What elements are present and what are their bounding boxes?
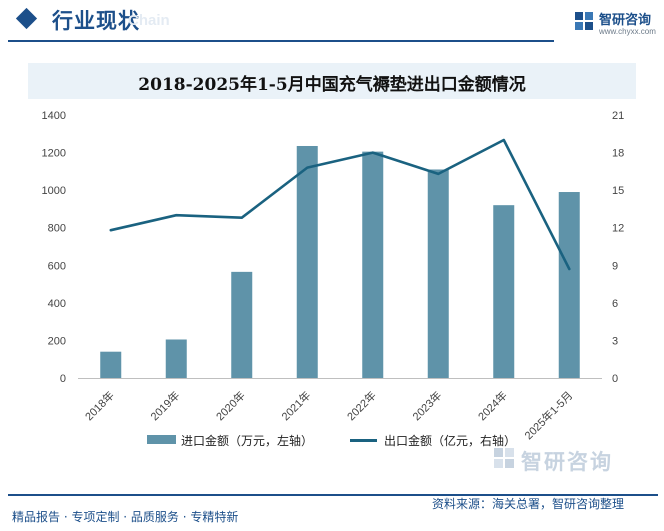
page-header: 行业现状 Chain 智研咨询 www.chyxx.com (0, 0, 664, 44)
import-bar (427, 169, 449, 378)
watermark-logo-icon (494, 448, 514, 468)
legend-label-export: 出口金额（亿元，右轴） (384, 434, 517, 448)
left-axis-tick-label: 1000 (42, 185, 66, 197)
brand-logo-icon (575, 12, 593, 30)
watermark-text: 智研咨询 (521, 450, 613, 474)
right-axis-tick-label: 0 (612, 373, 618, 385)
legend-swatch-line (350, 439, 377, 442)
left-axis-tick-label: 0 (60, 373, 66, 385)
x-axis-tick-label: 2020年 (213, 388, 248, 423)
right-axis-tick-label: 9 (612, 260, 618, 272)
right-axis-tick-label: 3 (612, 335, 618, 347)
right-axis-tick-label: 18 (612, 148, 624, 160)
x-axis-tick-label: 2022年 (344, 388, 379, 423)
right-axis-tick-label: 15 (612, 185, 624, 197)
right-axis-tick-label: 12 (612, 223, 624, 235)
import-bar (558, 192, 580, 378)
watermark: 智研咨询 (493, 446, 659, 474)
footer-tagline: 精品报告 · 专项定制 · 品质服务 · 专精特新 (12, 510, 239, 524)
import-bar (362, 151, 384, 378)
left-axis-tick-label: 200 (48, 335, 66, 347)
import-bar (493, 205, 515, 378)
right-axis-tick-label: 6 (612, 298, 618, 310)
import-bar (296, 145, 318, 378)
left-axis-tick-label: 1400 (42, 110, 66, 122)
legend-label-import: 进口金额（万元，左轴） (181, 434, 314, 448)
legend-swatch-bar (147, 435, 176, 444)
footer-rule (8, 494, 658, 496)
site-url: www.chyxx.com (599, 27, 656, 36)
brand-name: 智研咨询 (599, 13, 652, 28)
chart-title: 2018-2025年1-5月中国充气褥垫进出口金额情况 (138, 75, 526, 95)
x-axis-tick-label: 2023年 (409, 388, 444, 423)
footer-source: 资料来源：海关总署，智研咨询整理 (432, 497, 625, 511)
chart-title-band: 2018-2025年1-5月中国充气褥垫进出口金额情况 (28, 63, 636, 99)
import-bar (165, 339, 187, 378)
ghost-text: Chain (128, 12, 170, 29)
x-axis-tick-label: 2019年 (147, 388, 182, 423)
x-axis-tick-label: 2021年 (278, 388, 313, 423)
left-axis-tick-label: 600 (48, 260, 66, 272)
chart-legend: 进口金额（万元，左轴） 出口金额（亿元，右轴） (0, 430, 664, 450)
x-axis-tick-label: 2024年 (475, 388, 510, 423)
left-axis-tick-label: 1200 (42, 148, 66, 160)
section-title: 行业现状 (52, 9, 140, 33)
brand-logo: 智研咨询 www.chyxx.com (574, 9, 662, 39)
export-line (109, 138, 571, 271)
import-bar (100, 351, 122, 378)
x-axis-tick-label: 2018年 (82, 388, 117, 423)
right-axis-tick-label: 21 (612, 110, 624, 122)
header-rule (8, 40, 554, 42)
left-axis-tick-label: 800 (48, 223, 66, 235)
import-bar (231, 271, 253, 378)
left-axis-tick-label: 400 (48, 298, 66, 310)
